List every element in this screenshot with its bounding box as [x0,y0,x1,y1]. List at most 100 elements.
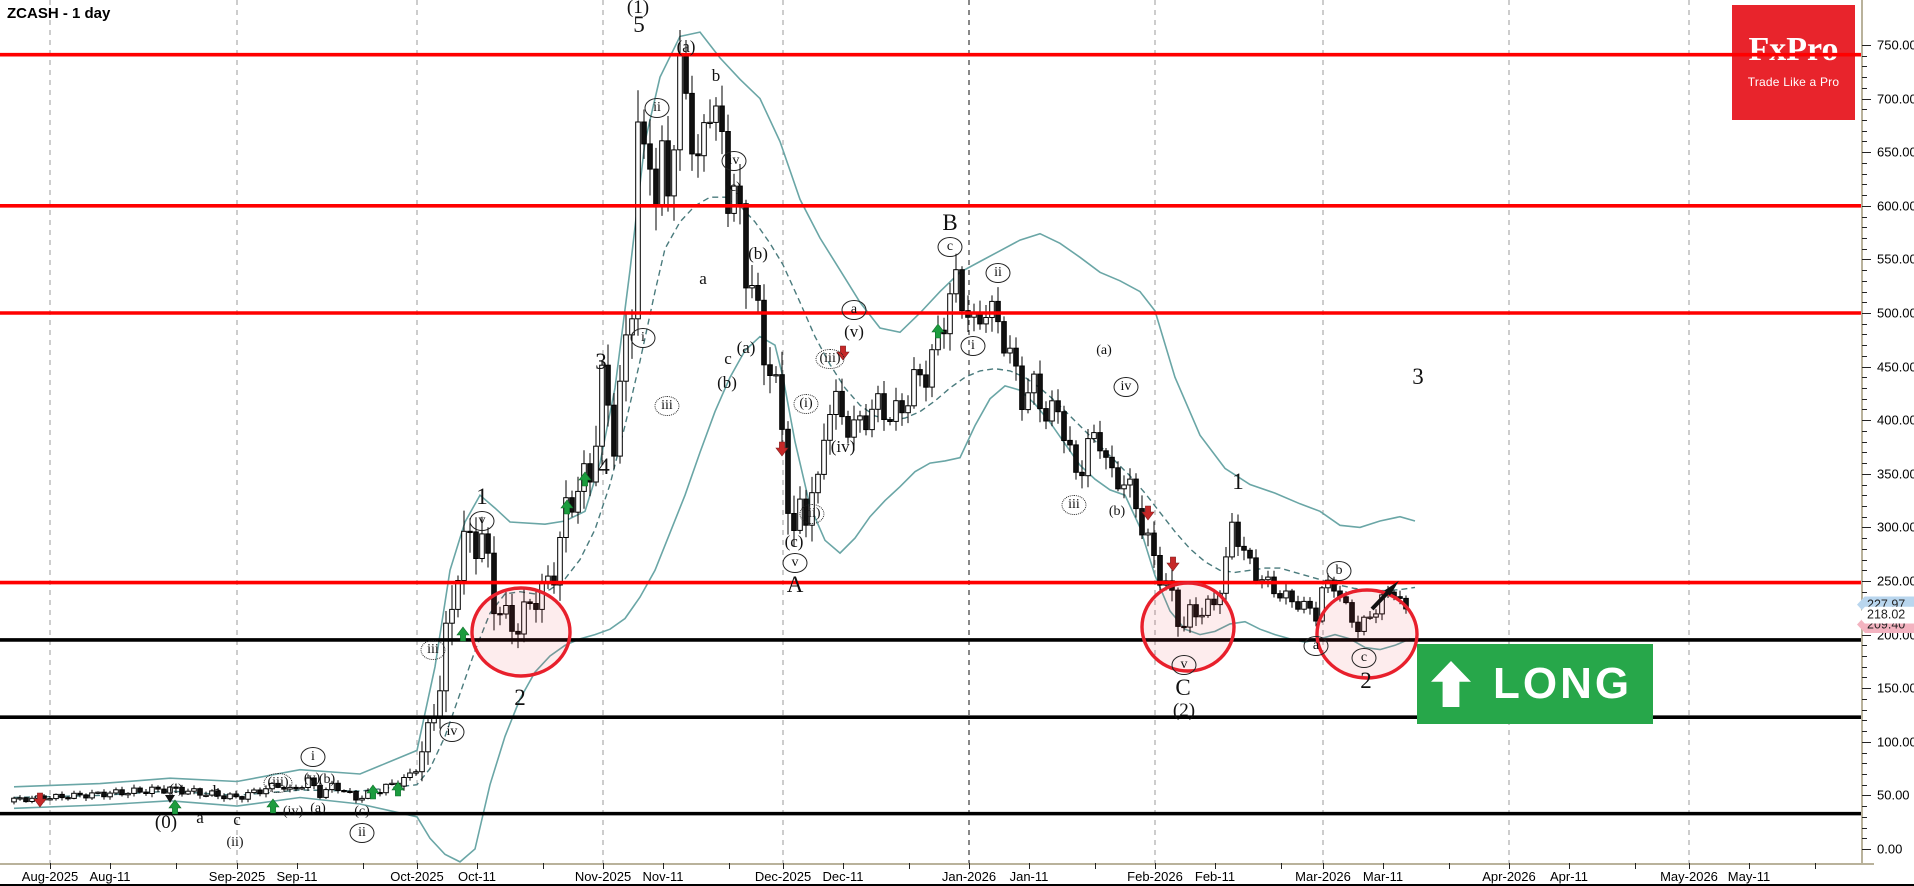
candlestick [185,788,191,795]
price-axis-tick [1862,162,1867,164]
price-axis-tick [1862,849,1871,850]
date-axis-tick [663,863,664,869]
candlestick [1151,521,1157,568]
price-axis-tick [1862,270,1867,272]
up-arrow-icon [1431,661,1471,707]
candlestick [689,75,695,171]
wave-label: (c) [784,532,804,551]
price-axis-label: 500.00 [1877,305,1914,321]
wave-label: ii [349,823,375,843]
candlestick [773,366,779,383]
wave-label: (b) [318,772,336,787]
candlestick [581,450,587,509]
candlestick [1241,536,1247,561]
price-axis-tick [1862,591,1867,593]
candlestick [377,788,383,797]
candlestick [647,119,653,196]
candlestick [623,314,629,402]
candlestick [1199,607,1205,625]
candlestick [671,145,677,221]
candlestick [725,114,731,227]
wave-label: 3 [595,349,607,374]
candlestick [755,272,761,312]
wave-label: c [937,237,963,257]
candlestick [431,704,437,731]
candlestick [95,791,101,795]
price-axis-tick [1862,827,1867,829]
candlestick [749,265,755,299]
candlestick [515,623,521,649]
price-axis-tick [1862,313,1871,314]
wave-label: i [960,336,986,356]
candlestick [971,303,977,332]
date-axis-label: Aug-11 [89,869,131,884]
date-axis-tick [477,863,478,869]
price-axis-tick [1862,398,1867,400]
price-axis-tick [1862,495,1867,497]
date-axis-label: Aug-2025 [21,869,79,884]
wave-label: i [300,747,326,767]
date-axis-tick [50,863,51,869]
date-axis-tick [1323,863,1324,869]
wave-label: b [1326,561,1352,581]
price-axis-tick [1862,120,1867,122]
wave-label: 3 [1412,364,1424,389]
candlestick [1133,473,1139,518]
date-axis-tick [843,863,844,869]
date-axis-label: Dec-2025 [754,869,812,884]
price-axis-tick [1862,473,1871,475]
signal-label: LONG [1493,659,1633,708]
candlestick [611,393,617,470]
price-axis-tick [1862,227,1867,229]
date-axis-tick [1215,863,1216,869]
candlestick [821,423,827,480]
date-axis-label: Sep-11 [276,869,318,884]
price-axis-tick [1862,141,1867,143]
candlestick [941,317,947,349]
price-axis-label: 50.00 [1877,787,1910,803]
symbol-timeframe-title: ZCASH - 1 day [7,5,111,22]
candlestick [509,593,515,645]
candlestick [965,295,971,332]
candlestick [545,565,551,589]
date-axis-tick [110,863,111,869]
price-axis-label: 250.00 [1877,573,1914,589]
price-axis-label: 0.00 [1877,841,1903,857]
buy-signal-arrow [560,499,574,515]
candlestick [959,266,965,319]
candlestick [71,790,77,800]
candlestick [557,531,563,601]
price-axis-tick [1862,795,1871,797]
candlestick [11,796,17,805]
date-axis-label: Apr-2026 [1482,869,1536,884]
wave-label: (c) [725,180,741,195]
price-axis-tick [1862,698,1867,700]
wave-label: 2 [514,685,526,710]
price-axis-tick [1862,45,1871,46]
wave-label: (a) [1096,343,1112,358]
candlestick [1175,587,1181,637]
candlestick [707,99,713,129]
candlestick [107,790,113,800]
fxpro-logo: FxPro Trade Like a Pro [1732,5,1855,120]
candlestick [443,611,449,713]
price-axis-tick [1862,484,1867,486]
candlestick [1049,390,1055,427]
wave-label: (1) [626,0,650,18]
candlestick [569,490,575,518]
wave-label: 1 [1232,469,1244,494]
date-axis-tick [1383,863,1384,869]
candlestick [1277,590,1283,602]
image-bottom-border [0,884,1914,886]
candlestick [29,795,35,804]
candlestick [371,789,377,796]
candlestick [587,453,593,497]
price-axis-tick [1862,87,1867,89]
price-axis-label: 350.00 [1877,466,1914,482]
candlestick [191,785,197,795]
candlestick [1115,461,1121,492]
price-axis-tick [1862,237,1867,239]
candlestick [1361,615,1367,636]
candlestick [1337,585,1343,602]
candlestick [1379,590,1385,621]
